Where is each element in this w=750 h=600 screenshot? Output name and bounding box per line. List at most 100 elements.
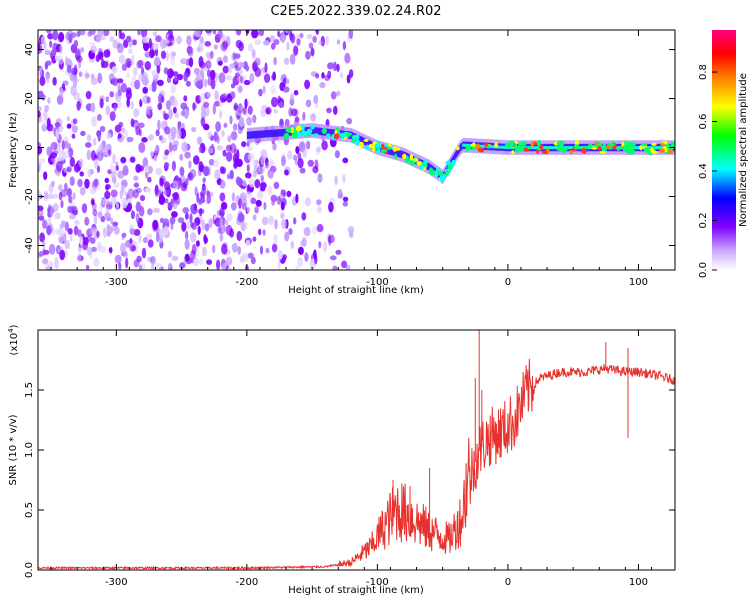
noise-blob xyxy=(284,231,290,242)
track-blob xyxy=(627,144,632,151)
noise-blob xyxy=(150,151,154,157)
noise-blob xyxy=(259,245,264,255)
track-blob xyxy=(355,139,360,146)
track-blob xyxy=(666,145,672,150)
noise-blob xyxy=(64,182,68,192)
noise-blob xyxy=(170,55,176,66)
track-blob xyxy=(511,150,515,155)
track-blob xyxy=(539,144,544,150)
noise-blob xyxy=(234,53,241,59)
noise-blob xyxy=(339,72,344,79)
noise-blob xyxy=(97,114,102,121)
noise-blob xyxy=(316,224,324,233)
noise-blob xyxy=(38,209,44,217)
noise-blob xyxy=(74,219,80,226)
noise-blob xyxy=(332,265,338,270)
noise-blob xyxy=(264,62,268,74)
noise-blob xyxy=(280,201,285,211)
noise-blob xyxy=(111,66,118,74)
colorbar-tick-label: 0.8 xyxy=(698,64,709,80)
noise-blob xyxy=(179,153,184,161)
y-tick-label: 40 xyxy=(24,43,35,56)
track-blob xyxy=(412,158,419,162)
noise-blob xyxy=(240,255,246,261)
noise-blob xyxy=(171,255,179,261)
noise-blob xyxy=(295,193,299,204)
noise-blob xyxy=(186,35,192,46)
noise-blob xyxy=(38,90,41,98)
noise-blob xyxy=(142,36,150,44)
noise-blob xyxy=(239,212,243,222)
noise-blob xyxy=(77,229,82,238)
noise-blob xyxy=(59,150,66,161)
track-blob xyxy=(306,128,313,134)
noise-blob xyxy=(273,234,278,245)
noise-blob xyxy=(100,215,106,223)
colorbar-label: Normalized spectral amplitude xyxy=(738,73,749,227)
noise-blob xyxy=(77,245,82,253)
noise-blob xyxy=(56,94,64,105)
noise-blob xyxy=(84,72,90,79)
noise-blob xyxy=(144,187,152,193)
noise-blob xyxy=(45,60,52,66)
noise-blob xyxy=(141,96,147,103)
noise-blob xyxy=(318,40,323,46)
noise-blob xyxy=(54,212,61,220)
noise-blob xyxy=(68,206,73,214)
noise-blob xyxy=(183,95,188,102)
noise-blob xyxy=(180,58,188,65)
noise-blob xyxy=(117,132,122,139)
noise-blob xyxy=(198,146,203,154)
noise-blob xyxy=(258,30,265,37)
track-blob xyxy=(358,141,364,148)
noise-blob xyxy=(50,206,54,217)
noise-blob xyxy=(85,142,92,148)
noise-blob xyxy=(265,247,270,254)
noise-blob xyxy=(104,177,110,184)
noise-blob xyxy=(144,51,151,58)
track-blob xyxy=(291,131,298,139)
noise-blob xyxy=(247,153,255,162)
noise-blob xyxy=(277,258,281,270)
noise-blob xyxy=(63,232,67,243)
noise-blob xyxy=(314,159,319,171)
noise-blob xyxy=(133,259,140,268)
noise-blob xyxy=(43,191,49,200)
track-blob xyxy=(594,141,599,146)
track-blob xyxy=(381,143,385,150)
noise-blob xyxy=(78,71,83,77)
noise-blob xyxy=(179,166,185,176)
track-blob xyxy=(423,159,428,164)
noise-blob xyxy=(134,79,141,90)
noise-blob xyxy=(286,78,290,85)
noise-blob xyxy=(214,169,221,180)
noise-blob xyxy=(208,218,213,229)
noise-blob xyxy=(249,72,255,84)
noise-blob xyxy=(227,267,232,270)
noise-blob xyxy=(232,123,238,131)
noise-blob xyxy=(135,212,140,223)
noise-blob xyxy=(173,98,178,108)
noise-blob xyxy=(47,193,54,200)
noise-blob xyxy=(294,158,298,166)
track-blob xyxy=(651,142,657,146)
noise-blob xyxy=(342,201,348,207)
noise-blob xyxy=(109,91,114,98)
noise-blob xyxy=(217,30,223,39)
noise-blob xyxy=(272,142,277,151)
noise-blob xyxy=(188,57,194,68)
noise-blob xyxy=(295,265,299,270)
noise-blob xyxy=(112,221,119,227)
bottom-x-axis-label: Height of straight line (km) xyxy=(288,585,424,596)
noise-blob xyxy=(171,211,178,218)
noise-blob xyxy=(110,162,114,172)
noise-blob xyxy=(193,203,197,211)
noise-blob xyxy=(319,82,326,89)
noise-blob xyxy=(64,140,69,150)
noise-blob xyxy=(50,152,58,159)
noise-blob xyxy=(258,88,263,97)
noise-blob xyxy=(297,158,304,169)
track-blob xyxy=(326,133,331,137)
noise-blob xyxy=(303,227,311,237)
noise-blob xyxy=(52,76,57,86)
